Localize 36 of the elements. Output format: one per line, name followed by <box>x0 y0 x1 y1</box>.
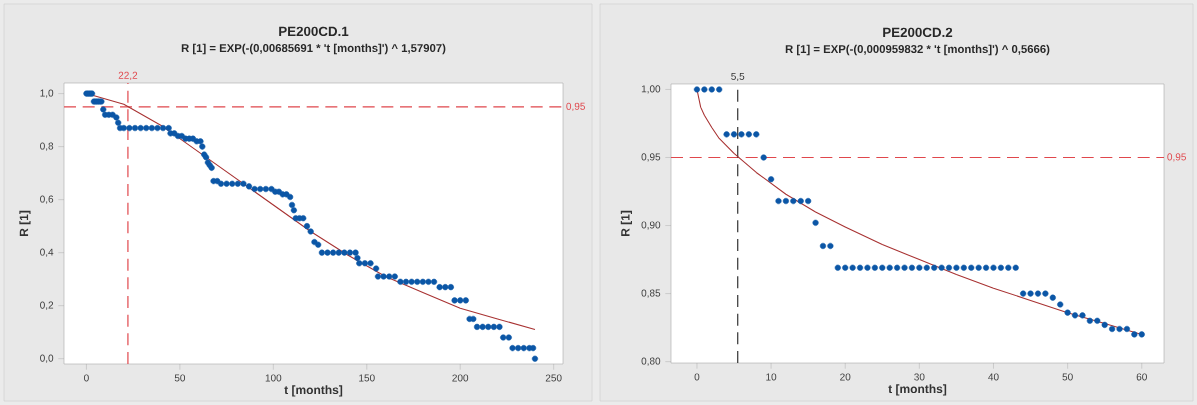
y-tick-label: 0,2 <box>40 301 54 310</box>
x-tick-label: 0 <box>694 373 700 381</box>
x-tick-label: 20 <box>840 373 851 381</box>
chart-title: PE200CD.1 <box>279 26 349 37</box>
y-tick-label: 1,00 <box>641 85 661 94</box>
x-tick-label: 60 <box>1136 373 1147 381</box>
x-axis-title: t [months] <box>284 385 343 397</box>
x-tick-label: 250 <box>545 374 562 382</box>
y-tick-label: 0,90 <box>641 221 661 230</box>
x-tick-label: 200 <box>452 374 469 382</box>
ref-line-label: 22,2 <box>118 71 138 81</box>
y-tick-label: 0,0 <box>40 354 54 363</box>
x-tick-label: 0 <box>84 374 89 382</box>
chart-title: PE200CD.2 <box>883 27 953 38</box>
x-tick-label: 30 <box>914 373 925 381</box>
x-tick-label: 100 <box>265 374 282 382</box>
x-tick-label: 10 <box>766 373 777 381</box>
ref-line-label: 5,5 <box>731 72 745 82</box>
x-tick-label: 50 <box>1062 373 1073 381</box>
x-tick-label: 40 <box>988 373 999 381</box>
y-tick-label: 0,4 <box>40 248 54 257</box>
y-axis-title: R [1] <box>19 210 31 237</box>
y-tick-label: 1,0 <box>40 89 54 98</box>
y-tick-label: 0,80 <box>641 357 661 366</box>
x-tick-label: 50 <box>174 374 186 382</box>
y-tick-label: 0,8 <box>40 142 54 151</box>
chart-subtitle: R [1] = EXP(-(0,000959832 * 't [months]') ^ 0,5666) <box>785 44 1050 56</box>
y-axis-title: R [1] <box>620 210 632 237</box>
ref-line-label: 0,95 <box>1167 153 1186 162</box>
ref-line-label: 0,95 <box>566 102 585 111</box>
y-tick-label: 0,6 <box>40 195 54 204</box>
y-tick-label: 0,95 <box>641 153 661 162</box>
y-tick-label: 0,85 <box>641 289 661 298</box>
x-axis-title: t [months] <box>888 384 947 396</box>
x-tick-label: 150 <box>359 374 375 382</box>
chart-subtitle: R [1] = EXP(-(0,00685691 * 't [months]') ^ 1,57907) <box>181 43 446 55</box>
